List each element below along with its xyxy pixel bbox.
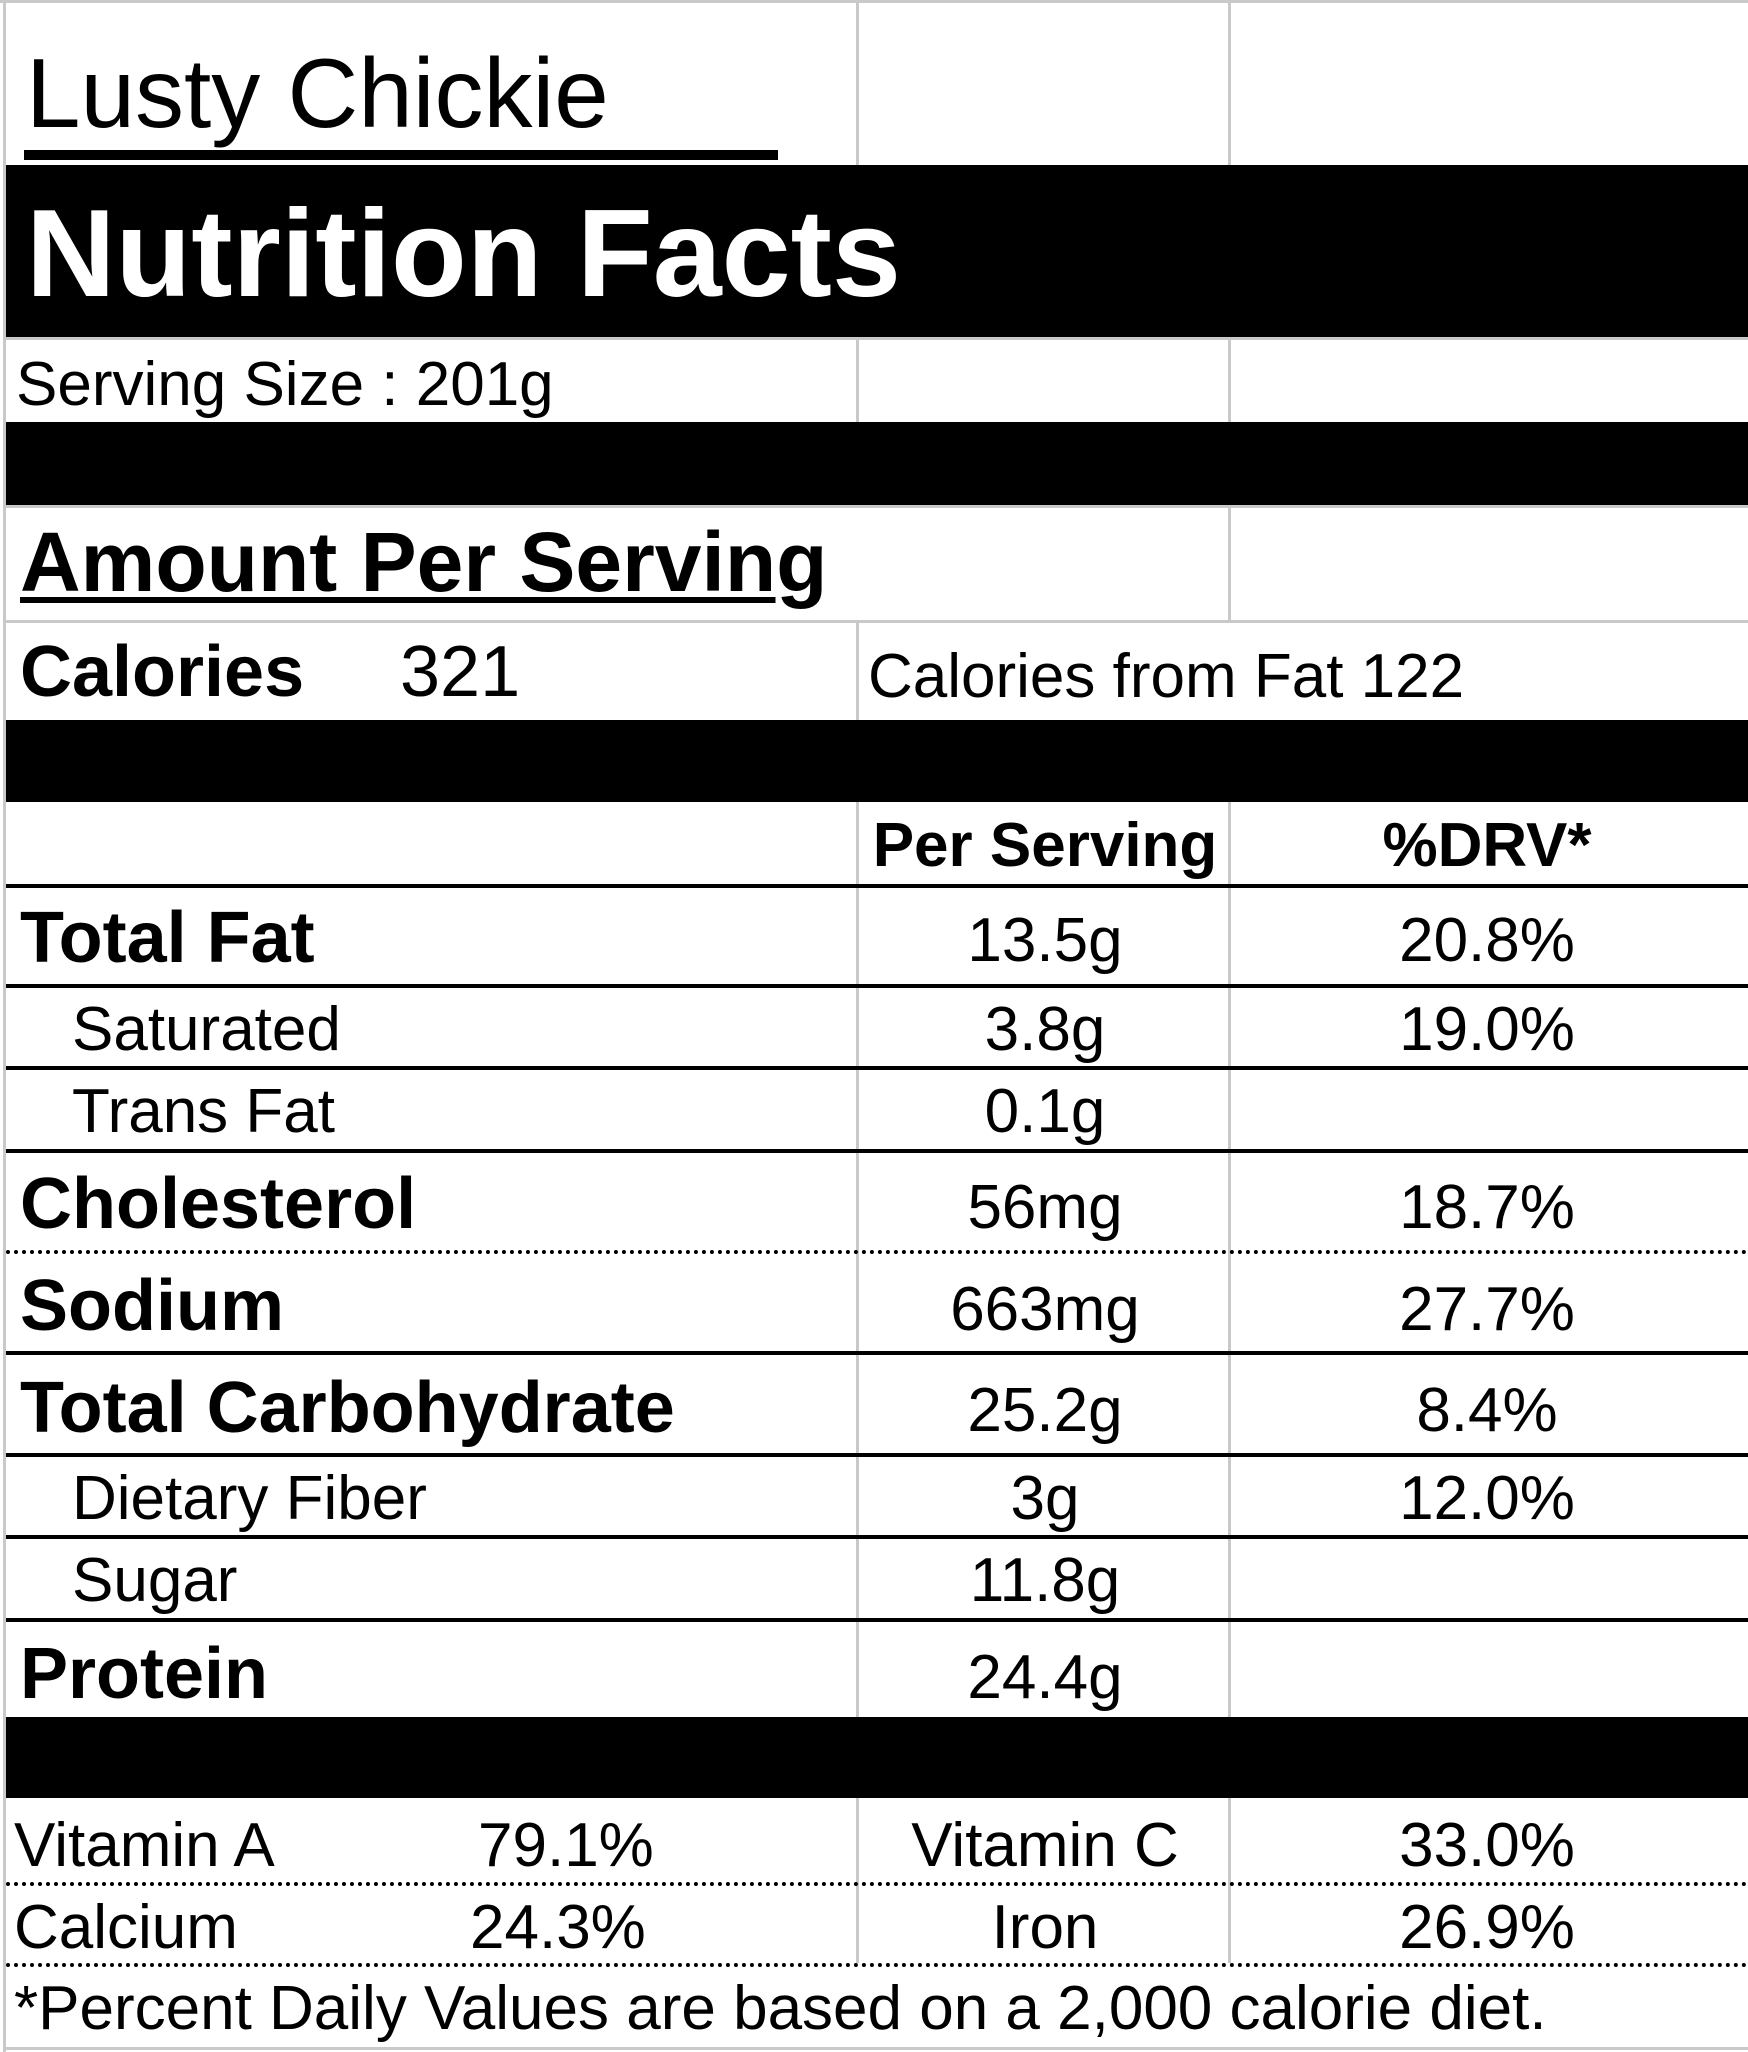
calories-value: 321 — [400, 632, 521, 712]
nutrient-name: Dietary Fiber — [72, 1464, 427, 1533]
calories-from-fat: Calories from Fat 122 — [868, 642, 1465, 711]
grid-line-col1-b — [856, 337, 859, 422]
nutrient-drv: 18.7% — [1399, 1173, 1575, 1242]
grid-line-col2-a — [1228, 0, 1231, 165]
nutrient-name: Sugar — [72, 1546, 238, 1615]
grid-line-col2-e — [1228, 802, 1231, 1717]
nutrient-name: Trans Fat — [72, 1077, 335, 1146]
nutrient-amount: 3.8g — [984, 995, 1106, 1064]
vitamin-left-name: Vitamin A — [14, 1811, 275, 1880]
grid-line-col1-e — [856, 802, 859, 1717]
nutrient-amount: 24.4g — [967, 1643, 1123, 1712]
divider-bar-1 — [6, 422, 1748, 505]
nutrient-drv: 20.8% — [1399, 906, 1575, 975]
rule-header — [6, 884, 1748, 888]
vitamin-right-value: 33.0% — [1399, 1811, 1575, 1880]
nutrient-drv: 12.0% — [1399, 1464, 1575, 1533]
drv-header: %DRV* — [1382, 811, 1592, 880]
grid-line-h2 — [6, 505, 1748, 508]
calories-label: Calories — [20, 632, 305, 712]
nutrient-name: Protein — [20, 1634, 269, 1714]
rule-4 — [6, 1250, 1748, 1254]
nutrient-name: Total Fat — [20, 898, 315, 978]
rule-8 — [6, 1618, 1748, 1622]
nutrient-drv: 8.4% — [1416, 1376, 1558, 1445]
nutrient-amount: 25.2g — [967, 1376, 1123, 1445]
nutrient-drv: 19.0% — [1399, 995, 1575, 1064]
nutrient-name: Saturated — [72, 995, 341, 1064]
rule-6 — [6, 1453, 1748, 1457]
grid-line-bottom — [6, 2047, 1748, 2050]
divider-bar-3 — [6, 1717, 1748, 1798]
rule-3 — [6, 1149, 1748, 1153]
rule-2 — [6, 1066, 1748, 1070]
rule-1 — [6, 984, 1748, 988]
nutrient-amount: 56mg — [967, 1173, 1123, 1242]
vitamin-left-name: Calcium — [14, 1893, 238, 1962]
footnote: *Percent Daily Values are based on a 2,0… — [14, 1974, 1547, 2043]
nutrient-amount: 13.5g — [967, 906, 1123, 975]
vitamin-right-name: Vitamin C — [911, 1811, 1179, 1880]
grid-line-col2-b — [1228, 337, 1231, 422]
product-name-underline — [24, 150, 778, 160]
vitamin-right-name: Iron — [991, 1893, 1099, 1962]
grid-line-left — [3, 0, 6, 2052]
rule-9 — [6, 1882, 1748, 1886]
grid-line-col2-f — [1228, 1798, 1231, 1963]
vitamin-left-value: 24.3% — [470, 1893, 646, 1962]
nutrient-amount: 11.8g — [969, 1546, 1121, 1615]
vitamin-left-value: 79.1% — [478, 1811, 654, 1880]
nutrient-amount: 663mg — [950, 1275, 1140, 1344]
serving-size: Serving Size : 201g — [16, 350, 554, 419]
grid-line-col1-d — [856, 620, 859, 720]
vitamin-right-value: 26.9% — [1399, 1893, 1575, 1962]
amount-per-serving: Amount Per Serving — [20, 515, 828, 609]
rule-5 — [6, 1351, 1748, 1355]
rule-7 — [6, 1535, 1748, 1539]
divider-bar-2 — [6, 720, 1748, 802]
nutrient-amount: 3g — [1010, 1464, 1080, 1533]
header-bar — [6, 165, 1748, 337]
grid-line-col1-a — [856, 0, 859, 165]
nutrient-name: Cholesterol — [20, 1164, 417, 1244]
nutrient-name: Sodium — [20, 1266, 284, 1346]
per-serving-header: Per Serving — [872, 811, 1218, 880]
grid-line-col2-c — [1228, 505, 1231, 620]
nutrient-drv: 27.7% — [1399, 1275, 1575, 1344]
nutrient-name: Total Carbohydrate — [20, 1368, 675, 1448]
nutrient-amount: 0.1g — [984, 1077, 1106, 1146]
rule-10 — [6, 1963, 1748, 1967]
product-name: Lusty Chickie — [26, 38, 609, 148]
grid-line-top — [0, 0, 1748, 3]
grid-line-col1-f — [856, 1798, 859, 1963]
nutrition-facts-title: Nutrition Facts — [26, 185, 901, 323]
grid-line-h1 — [6, 337, 1748, 340]
grid-line-h3 — [6, 620, 1748, 623]
